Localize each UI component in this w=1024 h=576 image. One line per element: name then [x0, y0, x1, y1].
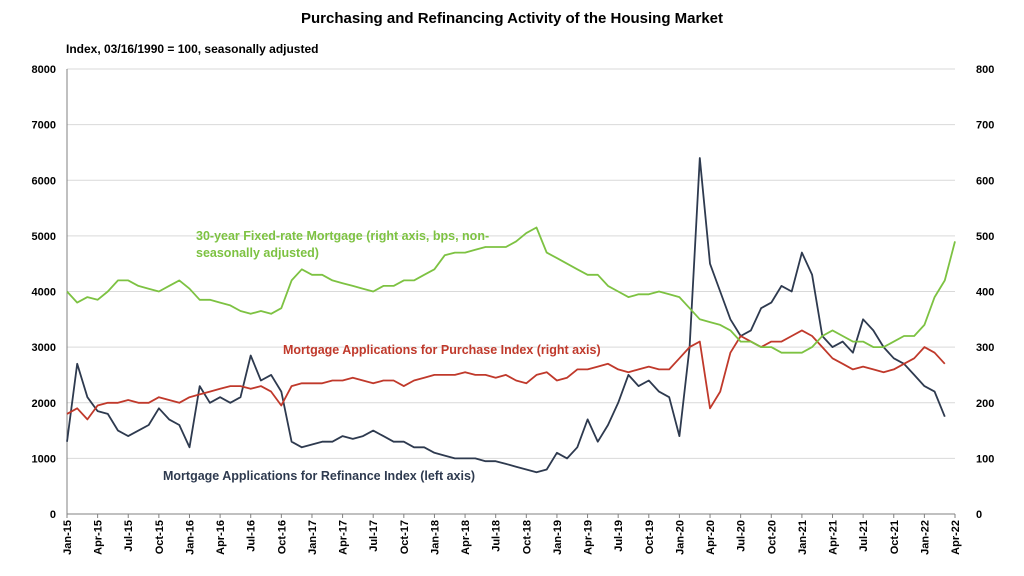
x-tick-label: Oct-16: [276, 520, 288, 554]
right-tick-label: 200: [976, 398, 994, 410]
right-tick-label: 300: [976, 342, 994, 354]
x-tick-label: Oct-17: [399, 520, 411, 554]
x-tick-label: Jan-21: [797, 520, 809, 555]
x-tick-label: Jan-22: [919, 520, 931, 555]
series-lines: [66, 157, 956, 474]
right-tick-label: 400: [976, 287, 994, 299]
x-tick-label: Jan-16: [184, 520, 196, 555]
x-tick-label: Apr-19: [583, 520, 595, 555]
series-labels: Mortgage Applications for Refinance Inde…: [163, 229, 601, 483]
left-tick-label: 6000: [32, 175, 56, 187]
x-tick-label: Jul-18: [491, 520, 503, 552]
x-tick-label: Apr-16: [215, 520, 227, 555]
right-tick-label: 100: [976, 453, 994, 465]
x-tick-label: Oct-20: [766, 520, 778, 554]
right-tick-label: 700: [976, 120, 994, 132]
x-tick-label: Oct-19: [644, 520, 656, 554]
series-label: 30-year Fixed-rate Mortgage (right axis,…: [196, 229, 489, 243]
left-tick-label: 4000: [32, 287, 56, 299]
axes: 0 1000 2000 3000 4000 5000 6000 7000 8000 0 100 200…: [32, 64, 995, 555]
x-tick-label: Jan-17: [307, 520, 319, 555]
left-tick-label: 5000: [32, 231, 56, 243]
x-tick-label: Jul-21: [858, 520, 870, 552]
x-tick-label: Jan-15: [62, 520, 74, 555]
right-tick-label: 500: [976, 231, 994, 243]
refinance-index-line: [66, 157, 946, 474]
purchase-index-line: [66, 329, 946, 421]
x-tick-label: Apr-21: [828, 520, 840, 555]
x-tick-label: Jul-15: [123, 520, 135, 552]
right-tick-label: 800: [976, 64, 994, 76]
series-label: Mortgage Applications for Refinance Inde…: [163, 469, 475, 483]
x-tick-label: Jul-16: [246, 520, 258, 552]
x-tick-label: Apr-17: [338, 520, 350, 555]
fixed-rate-mortgage-line: [66, 226, 956, 354]
series-label: Mortgage Applications for Purchase Index…: [283, 343, 601, 357]
x-tick-label: Jan-18: [429, 520, 441, 555]
x-tick-label: Jan-19: [552, 520, 564, 555]
left-tick-label: 7000: [32, 120, 56, 132]
x-tick-label: Apr-22: [950, 520, 962, 555]
x-tick-label: Jul-17: [368, 520, 380, 552]
x-tick-label: Jul-19: [613, 520, 625, 552]
left-tick-label: 3000: [32, 342, 56, 354]
x-tick-label: Oct-18: [521, 520, 533, 554]
left-tick-label: 2000: [32, 398, 56, 410]
chart-subtitle: Index, 03/16/1990 = 100, seasonally adju…: [66, 42, 319, 56]
x-tick-label: Apr-15: [93, 520, 105, 555]
x-tick-label: Jul-20: [736, 520, 748, 552]
chart-title: Purchasing and Refinancing Activity of t…: [301, 10, 723, 27]
left-tick-label: 1000: [32, 453, 56, 465]
x-tick-label: Oct-21: [889, 520, 901, 554]
gridlines: [67, 68, 955, 459]
left-tick-label: 0: [50, 509, 56, 521]
right-tick-label: 600: [976, 175, 994, 187]
left-tick-label: 8000: [32, 64, 56, 76]
series-label: seasonally adjusted): [196, 246, 319, 260]
x-tick-label: Apr-18: [460, 520, 472, 555]
x-tick-label: Apr-20: [705, 520, 717, 555]
right-tick-label: 0: [976, 509, 982, 521]
x-tick-label: Oct-15: [154, 520, 166, 554]
x-tick-label: Jan-20: [674, 520, 686, 555]
